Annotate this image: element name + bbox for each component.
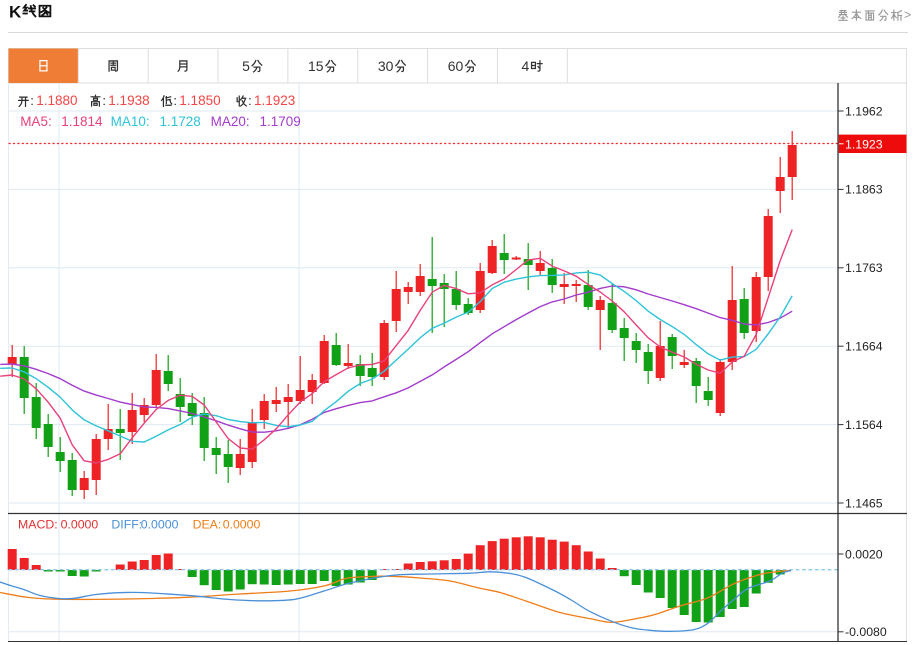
svg-text::: : [248, 93, 252, 108]
svg-text:30: 30 [378, 58, 394, 74]
svg-text:1.1880: 1.1880 [36, 93, 77, 108]
svg-text:1.1709: 1.1709 [260, 114, 301, 129]
svg-text:1.1923: 1.1923 [254, 93, 295, 108]
svg-text:1.1962: 1.1962 [845, 104, 883, 118]
svg-text:5: 5 [242, 58, 250, 74]
svg-text:1.1728: 1.1728 [160, 114, 201, 129]
svg-text:K: K [9, 3, 22, 22]
svg-text:1.1863: 1.1863 [845, 183, 883, 197]
svg-text:DEA:: DEA: [193, 517, 222, 531]
svg-text:0.0000: 0.0000 [223, 517, 261, 531]
svg-text:1.1850: 1.1850 [179, 93, 220, 108]
svg-text:1.1664: 1.1664 [845, 340, 883, 354]
svg-text:MACD:: MACD: [18, 517, 58, 531]
svg-text::: : [102, 93, 106, 108]
svg-text::: : [173, 93, 177, 108]
svg-text:>: > [904, 8, 911, 22]
svg-text:60: 60 [448, 58, 464, 74]
svg-text:0.0020: 0.0020 [845, 547, 883, 561]
svg-text:0.0000: 0.0000 [141, 517, 179, 531]
svg-text:0.0000: 0.0000 [61, 517, 99, 531]
svg-text::: : [30, 93, 34, 108]
svg-text:-0.0080: -0.0080 [845, 625, 887, 639]
svg-text:1.1465: 1.1465 [845, 496, 883, 510]
svg-text:1.1923: 1.1923 [845, 137, 883, 151]
svg-text:MA5:: MA5: [20, 114, 52, 129]
svg-text:MA20:: MA20: [211, 114, 250, 129]
svg-text:15: 15 [308, 58, 324, 74]
svg-text:DIFF:: DIFF: [111, 517, 142, 531]
svg-text:4: 4 [522, 58, 530, 74]
svg-text:1.1814: 1.1814 [61, 114, 103, 129]
svg-text:MA10:: MA10: [111, 114, 150, 129]
svg-text:1.1938: 1.1938 [108, 93, 149, 108]
svg-text:1.1763: 1.1763 [845, 261, 883, 275]
svg-text:1.1564: 1.1564 [845, 418, 883, 432]
